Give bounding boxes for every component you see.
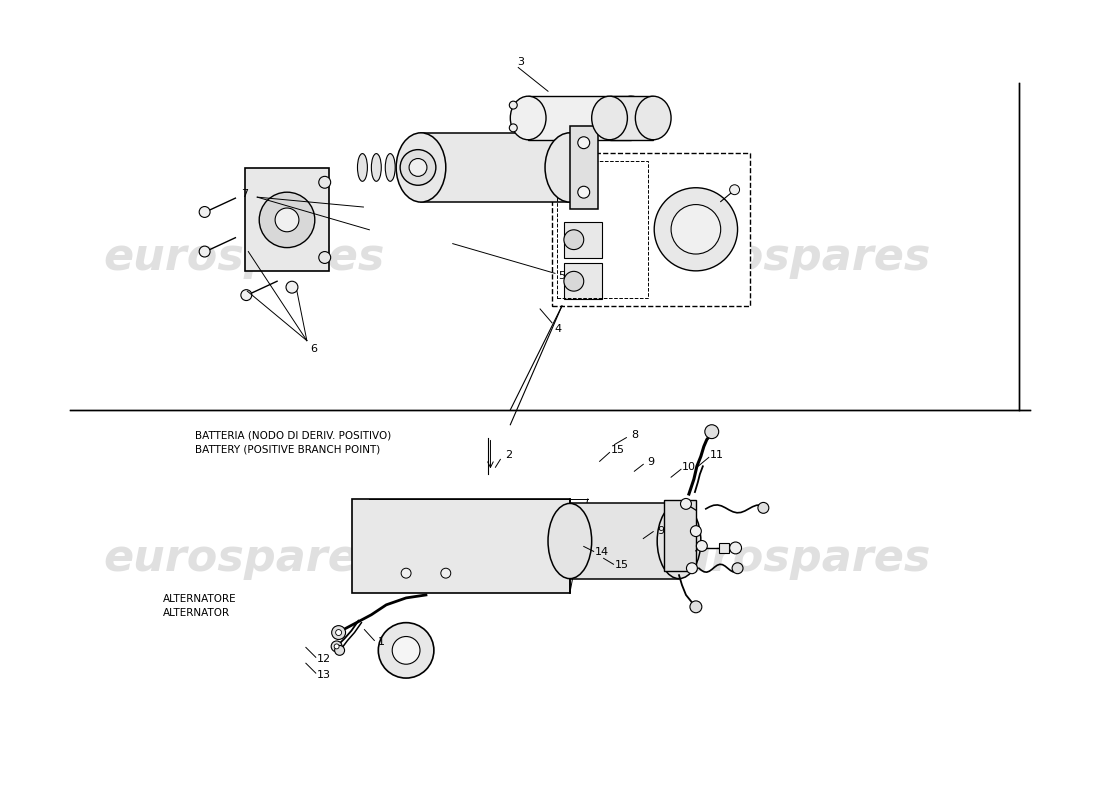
Circle shape [441, 568, 451, 578]
Circle shape [654, 188, 738, 271]
Bar [557, 161, 648, 298]
Circle shape [671, 205, 720, 254]
Text: 6: 6 [310, 343, 317, 354]
Circle shape [332, 626, 345, 639]
Ellipse shape [614, 96, 649, 140]
Bar [528, 96, 631, 140]
Circle shape [564, 230, 584, 250]
Circle shape [578, 186, 590, 198]
Circle shape [729, 542, 741, 554]
Ellipse shape [657, 503, 701, 578]
Ellipse shape [548, 503, 592, 578]
Circle shape [509, 101, 517, 109]
Bar [352, 499, 570, 593]
Circle shape [393, 637, 420, 664]
Circle shape [334, 646, 344, 655]
Circle shape [696, 541, 707, 551]
Circle shape [334, 644, 339, 649]
Circle shape [509, 124, 517, 132]
Bar [609, 96, 653, 140]
Text: 15: 15 [615, 560, 628, 570]
Bar [718, 543, 728, 553]
Ellipse shape [592, 96, 627, 140]
Bar [664, 500, 696, 571]
Circle shape [686, 562, 697, 574]
Ellipse shape [385, 154, 395, 182]
Bar [570, 503, 679, 578]
Circle shape [199, 206, 210, 218]
Circle shape [733, 562, 742, 574]
Circle shape [402, 568, 411, 578]
Ellipse shape [396, 133, 446, 202]
Circle shape [578, 137, 590, 149]
Text: 8: 8 [630, 430, 638, 440]
Ellipse shape [358, 154, 367, 182]
Bar [245, 169, 329, 271]
Text: 12: 12 [317, 654, 331, 664]
Text: 4: 4 [554, 324, 561, 334]
Text: 2: 2 [505, 450, 512, 461]
Circle shape [400, 150, 436, 186]
Text: 10: 10 [682, 462, 696, 472]
Bar [564, 263, 602, 299]
Circle shape [681, 498, 692, 510]
Text: BATTERY (POSITIVE BRANCH POINT): BATTERY (POSITIVE BRANCH POINT) [195, 444, 381, 454]
Ellipse shape [636, 96, 671, 140]
Bar [564, 222, 602, 258]
Text: eurospares: eurospares [649, 537, 931, 580]
Text: 5: 5 [559, 271, 565, 282]
Circle shape [729, 185, 739, 194]
Bar [570, 126, 597, 209]
Text: 1: 1 [377, 638, 385, 647]
Circle shape [331, 641, 342, 652]
Text: eurospares: eurospares [103, 537, 385, 580]
Circle shape [378, 622, 433, 678]
Circle shape [691, 526, 702, 537]
Circle shape [336, 630, 342, 635]
Ellipse shape [372, 154, 382, 182]
Text: BATTERIA (NODO DI DERIV. POSITIVO): BATTERIA (NODO DI DERIV. POSITIVO) [195, 430, 392, 441]
Circle shape [286, 282, 298, 293]
Text: 15: 15 [610, 446, 625, 455]
Circle shape [275, 208, 299, 232]
Text: ALTERNATOR: ALTERNATOR [163, 608, 230, 618]
Circle shape [409, 158, 427, 176]
Circle shape [564, 271, 584, 291]
Text: eurospares: eurospares [649, 236, 931, 279]
Ellipse shape [544, 133, 595, 202]
Text: 7: 7 [241, 189, 248, 199]
Text: 3: 3 [517, 57, 524, 66]
Bar [552, 153, 750, 306]
Text: eurospares: eurospares [103, 236, 385, 279]
Bar [421, 133, 570, 202]
Circle shape [260, 192, 315, 248]
Circle shape [319, 176, 331, 188]
Text: 11: 11 [710, 450, 724, 461]
Circle shape [199, 246, 210, 257]
Text: 13: 13 [317, 670, 331, 680]
Circle shape [758, 502, 769, 514]
Circle shape [241, 290, 252, 301]
Text: 14: 14 [594, 547, 608, 558]
Circle shape [319, 251, 331, 263]
Circle shape [690, 601, 702, 613]
Ellipse shape [510, 96, 546, 140]
Text: ALTERNATORE: ALTERNATORE [163, 594, 236, 605]
Text: 9: 9 [648, 458, 654, 467]
Circle shape [705, 425, 718, 438]
Text: 9: 9 [658, 526, 664, 536]
